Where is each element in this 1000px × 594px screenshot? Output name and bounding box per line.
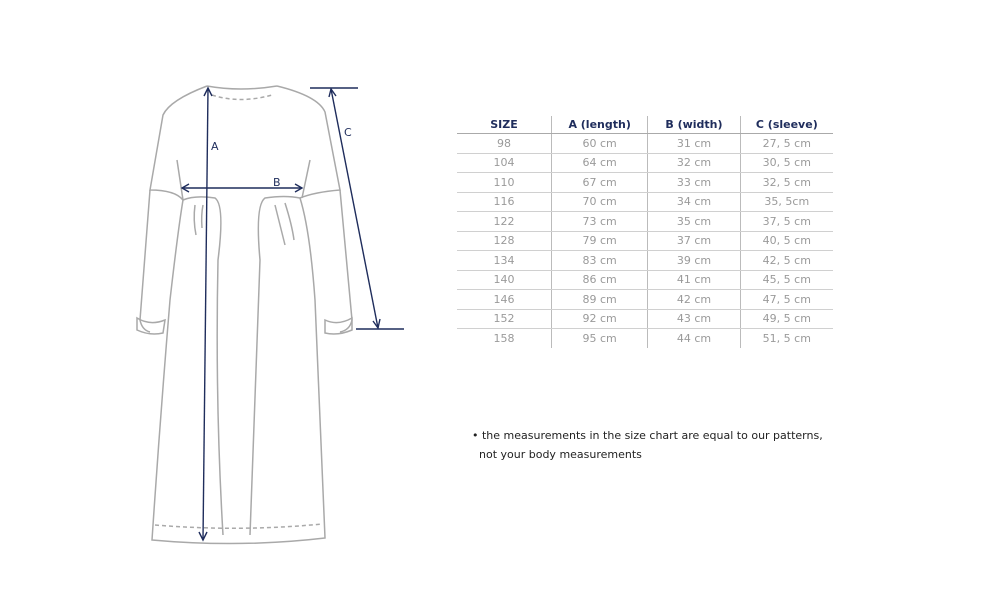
table-cell: 64 cm [550,153,648,173]
table-cell: 30, 5 cm [739,153,833,173]
table-cell: 37 cm [647,231,741,251]
header-size: SIZE [457,116,552,134]
table-cell: 47, 5 cm [739,289,833,310]
table-cell: 79 cm [550,231,648,251]
table-row: 140 86 cm 41 cm 45, 5 cm [457,270,833,290]
table-row: 116 70 cm 34 cm 35, 5cm [457,192,833,212]
note-line-1: • the measurements in the size chart are… [472,429,823,442]
table-row: 146 89 cm 42 cm 47, 5 cm [457,289,833,310]
measure-c-line [330,88,379,329]
table-cell: 110 [457,172,552,193]
measurement-lines [180,86,404,542]
table-cell: 122 [457,211,552,232]
table-row: 122 73 cm 35 cm 37, 5 cm [457,211,833,232]
table-cell: 32, 5 cm [739,172,833,193]
table-cell: 86 cm [550,270,648,290]
table-row: 134 83 cm 39 cm 42, 5 cm [457,250,833,271]
size-chart-table: SIZE A (length) B (width) C (sleeve) 98 6… [457,116,833,348]
header-width: B (width) [647,116,741,134]
table-cell: 35, 5cm [739,192,833,212]
table-cell: 42 cm [647,289,741,310]
table-cell: 32 cm [647,153,741,173]
table-cell: 35 cm [647,211,741,232]
table-cell: 98 [457,133,552,154]
table-cell: 83 cm [550,250,648,271]
table-cell: 140 [457,270,552,290]
measure-a-line [202,87,209,541]
table-cell: 43 cm [647,309,741,329]
header-length: A (length) [550,116,648,134]
table-cell: 44 cm [647,328,741,348]
table-cell: 152 [457,309,552,329]
note-line-2: not your body measurements [479,448,642,461]
dress-outline [136,85,353,545]
table-cell: 95 cm [550,328,648,348]
table-cell: 49, 5 cm [739,309,833,329]
table-cell: 128 [457,231,552,251]
table-cell: 60 cm [550,133,648,154]
table-row: 104 64 cm 32 cm 30, 5 cm [457,153,833,173]
table-cell: 41 cm [647,270,741,290]
measurement-note: • the measurements in the size chart are… [472,426,823,464]
table-cell: 104 [457,153,552,173]
dress-diagram: A B C [136,85,404,545]
table-cell: 134 [457,250,552,271]
table-cell: 51, 5 cm [739,328,833,348]
header-sleeve: C (sleeve) [739,116,833,134]
label-b: B [273,176,281,189]
table-row: 98 60 cm 31 cm 27, 5 cm [457,133,833,154]
table-cell: 67 cm [550,172,648,193]
label-c: C [344,126,352,139]
table-cell: 33 cm [647,172,741,193]
table-row: 110 67 cm 33 cm 32, 5 cm [457,172,833,193]
table-cell: 40, 5 cm [739,231,833,251]
table-row: 158 95 cm 44 cm 51, 5 cm [457,328,833,348]
table-cell: 34 cm [647,192,741,212]
table-cell: 116 [457,192,552,212]
table-cell: 27, 5 cm [739,133,833,154]
table-cell: 42, 5 cm [739,250,833,271]
table-cell: 89 cm [550,289,648,310]
label-a: A [211,140,219,153]
table-cell: 37, 5 cm [739,211,833,232]
table-cell: 70 cm [550,192,648,212]
table-cell: 158 [493,331,515,345]
table-header-row: SIZE A (length) B (width) C (sleeve) [457,116,833,134]
table-cell: 39 cm [647,250,741,271]
table-cell: 45, 5 cm [739,270,833,290]
table-cell: 31 cm [647,133,741,154]
table-row: 152 92 cm 43 cm 49, 5 cm [457,309,833,329]
table-cell: 146 [457,289,552,310]
table-cell: 92 cm [550,309,648,329]
table-cell: 73 cm [550,211,648,232]
table-row: 128 79 cm 37 cm 40, 5 cm [457,231,833,251]
